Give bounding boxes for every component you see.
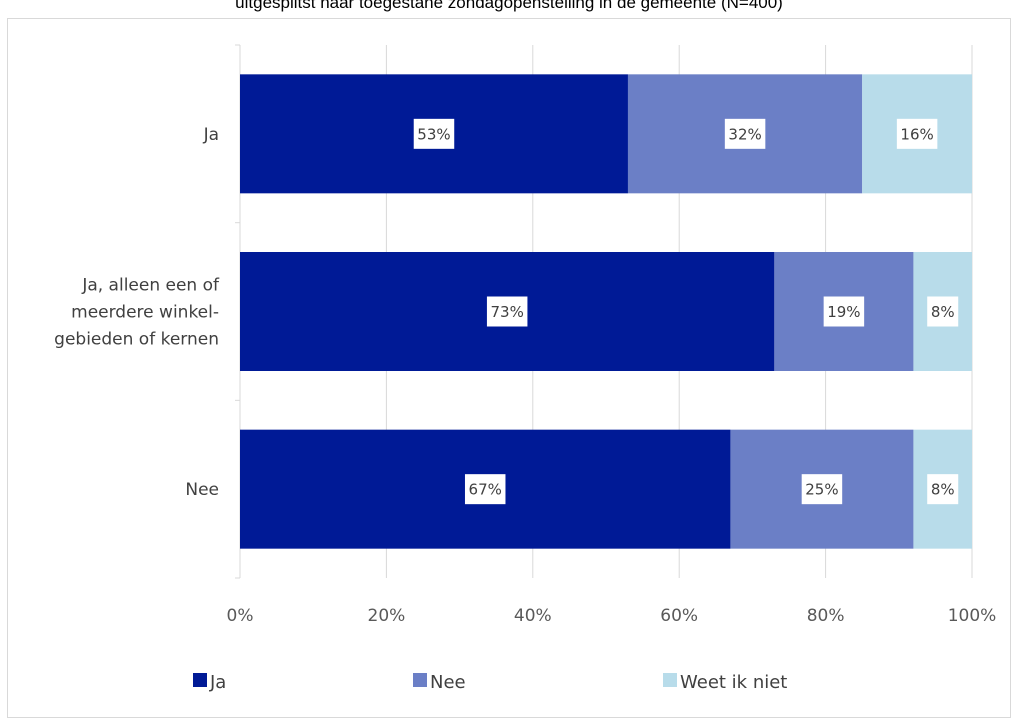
data-label-box: [413, 118, 455, 149]
data-label: 19%: [827, 303, 860, 321]
data-label: 8%: [931, 303, 955, 321]
legend-label: Weet ik niet: [680, 672, 787, 693]
data-label-box: [464, 474, 506, 505]
x-tick-label: 100%: [948, 606, 997, 626]
data-label: 25%: [805, 481, 838, 499]
data-label: 53%: [417, 125, 450, 143]
data-label-box: [801, 474, 843, 505]
category-label: Ja, alleen een of: [81, 276, 220, 296]
legend-label: Nee: [430, 672, 466, 693]
data-label: 8%: [931, 481, 955, 499]
x-tick-label: 60%: [660, 606, 698, 626]
data-label: 16%: [900, 125, 933, 143]
x-tick-label: 40%: [514, 606, 552, 626]
x-tick-label: 0%: [227, 606, 254, 626]
data-label-box: [927, 474, 959, 505]
legend-label: Ja: [209, 672, 226, 693]
category-label: meerdere winkel-: [71, 303, 219, 323]
x-tick-label: 20%: [368, 606, 406, 626]
category-label: Ja: [203, 125, 219, 145]
data-label-box: [896, 118, 938, 149]
data-label: 73%: [491, 303, 524, 321]
x-tick-label: 80%: [807, 606, 845, 626]
legend-swatch: [663, 673, 677, 687]
data-label-box: [486, 296, 528, 327]
data-label-box: [724, 118, 766, 149]
data-label-box: [823, 296, 865, 327]
category-label: Nee: [185, 480, 219, 500]
category-label: gebieden of kernen: [54, 330, 219, 350]
chart-title: uitgesplitst naar toegestane zondagopens…: [235, 0, 783, 12]
legend-swatch: [413, 673, 427, 687]
data-label: 32%: [728, 125, 761, 143]
legend-swatch: [193, 673, 207, 687]
data-label-box: [927, 296, 959, 327]
data-label: 67%: [469, 481, 502, 499]
